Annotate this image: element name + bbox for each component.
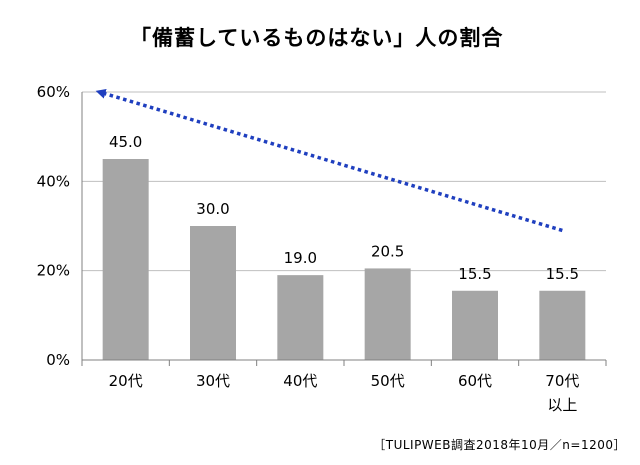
chart-source: ［TULIPWEB調査2018年10月／n=1200］ xyxy=(373,438,626,452)
bar xyxy=(102,159,149,360)
data-label: 15.5 xyxy=(458,265,491,283)
x-tick-label: 40代 xyxy=(283,372,317,390)
y-tick-label: 60% xyxy=(37,83,70,101)
bar xyxy=(364,268,411,360)
x-tick-label: 60代 xyxy=(458,372,492,390)
y-tick-label: 40% xyxy=(37,172,70,190)
y-tick-label: 20% xyxy=(37,262,70,280)
x-tick-label: 30代 xyxy=(196,372,230,390)
x-tick-label: 20代 xyxy=(109,372,143,390)
bar xyxy=(539,290,586,360)
bar xyxy=(190,226,236,360)
x-tick-label: 以上 xyxy=(547,396,577,414)
data-label: 30.0 xyxy=(196,200,229,218)
x-tick-label: 70代 xyxy=(545,372,579,390)
y-tick-label: 0% xyxy=(46,351,70,369)
data-label: 19.0 xyxy=(284,249,317,267)
data-label: 15.5 xyxy=(546,265,579,283)
bar xyxy=(452,290,498,360)
chart-title: 「備蓄しているものはない」人の割合 xyxy=(130,26,504,50)
trend-arrow xyxy=(95,88,563,233)
x-tick-label: 50代 xyxy=(371,372,405,390)
data-label: 20.5 xyxy=(371,242,404,260)
data-label: 45.0 xyxy=(109,133,142,151)
bar xyxy=(277,275,324,360)
